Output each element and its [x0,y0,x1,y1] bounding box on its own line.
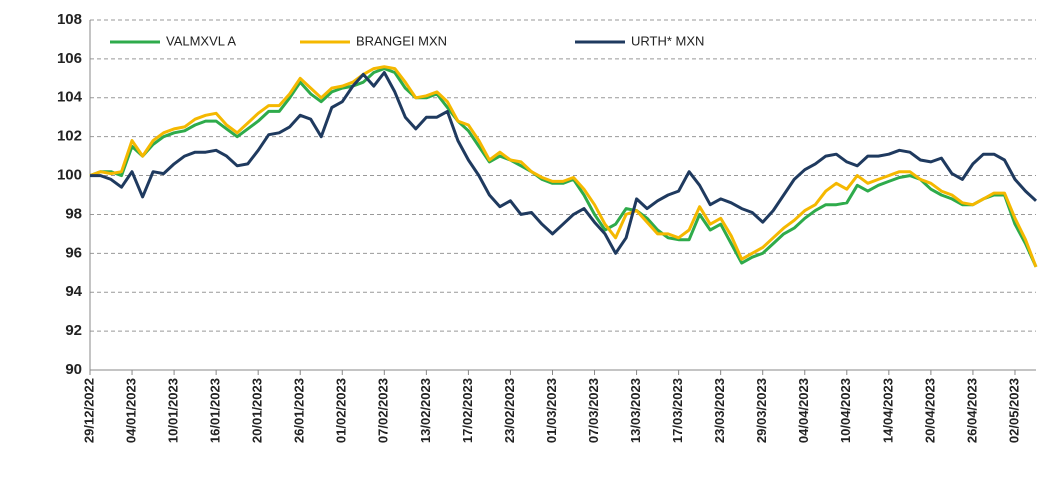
y-tick-label: 106 [57,50,82,67]
series-line [89,67,1038,268]
x-tick-label: 26/04/2023 [964,378,979,443]
y-tick-label: 104 [57,89,83,106]
x-tick-label: 02/05/2023 [1006,378,1021,443]
series-line [90,71,1038,255]
legend-label: BRANGEI MXN [356,33,447,48]
y-tick-label: 108 [57,11,82,28]
y-tick-label: 92 [65,322,82,339]
y-tick-label: 94 [65,283,82,300]
x-tick-label: 13/03/2023 [628,378,643,443]
y-tick-label: 102 [57,128,82,145]
x-tick-label: 07/03/2023 [586,378,601,443]
x-tick-label: 13/02/2023 [418,378,433,443]
x-tick-label: 14/04/2023 [880,378,895,443]
x-tick-label: 01/03/2023 [544,378,559,443]
x-tick-label: 23/02/2023 [502,378,517,443]
x-tick-label: 20/01/2023 [250,378,265,443]
x-tick-label: 26/01/2023 [292,378,307,443]
x-tick-label: 04/04/2023 [796,378,811,443]
x-tick-label: 01/02/2023 [334,378,349,443]
y-tick-label: 96 [65,244,82,261]
x-tick-label: 17/02/2023 [460,378,475,443]
x-tick-label: 17/03/2023 [670,378,685,443]
x-tick-label: 10/04/2023 [838,378,853,443]
x-tick-label: 29/03/2023 [754,378,769,443]
y-tick-label: 100 [57,167,82,184]
x-tick-label: 23/03/2023 [712,378,727,443]
x-tick-label: 07/02/2023 [376,378,391,443]
x-tick-label: 10/01/2023 [166,378,181,443]
x-tick-label: 04/01/2023 [123,378,138,443]
x-tick-label: 16/01/2023 [208,378,223,443]
legend-label: VALMXVL A [166,33,236,48]
y-tick-label: 98 [65,205,82,222]
y-tick-label: 90 [65,361,82,378]
x-tick-label: 29/12/2022 [81,378,96,443]
legend-label: URTH* MXN [631,33,704,48]
series-line [89,65,1038,268]
x-tick-label: 20/04/2023 [922,378,937,443]
